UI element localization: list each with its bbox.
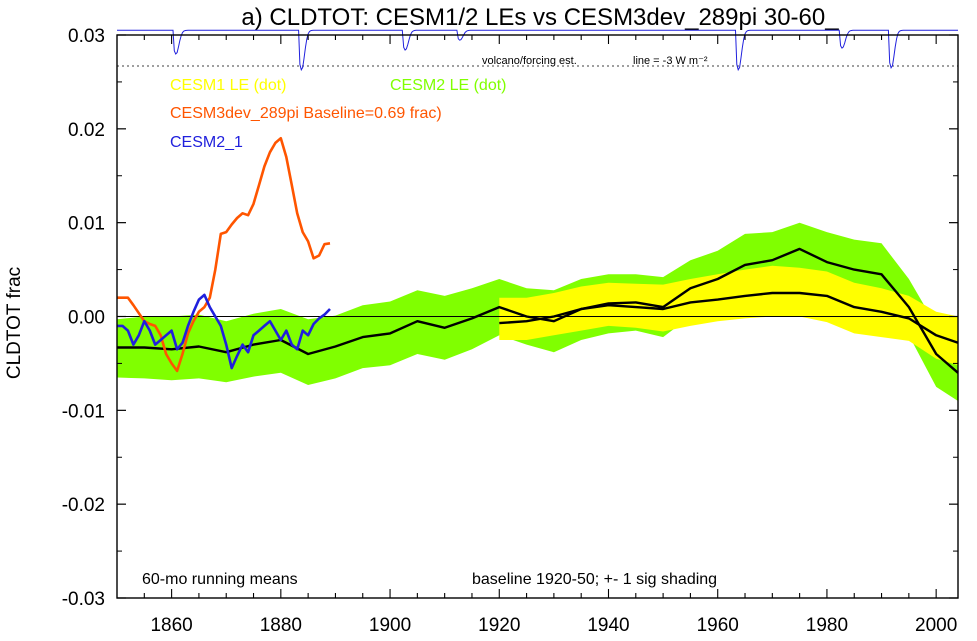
volcano-label: volcano/forcing est. [482, 55, 577, 67]
x-tick-label: 1860 [150, 615, 192, 636]
volcano-forcing-line [117, 29, 958, 72]
volcano-panel [117, 29, 958, 72]
x-tick-label: 1920 [478, 615, 520, 636]
volcano-line-note: line = -3 W m⁻² [633, 55, 708, 67]
note-running-means: 60-mo running means [142, 571, 298, 588]
x-tick-label: 1960 [697, 615, 739, 636]
x-tick-label: 1880 [260, 615, 302, 636]
uncertainty-bands [117, 222, 958, 401]
x-tick-label: 1980 [806, 615, 848, 636]
y-tick-label: 0.02 [68, 120, 105, 141]
legend-cesm1-le: CESM1 LE (dot) [170, 77, 286, 94]
legend-cesm2-le: CESM2 LE (dot) [390, 77, 506, 94]
mean-line-cesm1-le-dot [499, 291, 959, 344]
y-tick-label: 0.01 [68, 214, 105, 235]
band-cesm1-le-dot [499, 265, 958, 366]
x-tick-label: 2000 [915, 615, 957, 636]
legend-cesm3dev: CESM3dev_289pi Baseline=0.69 frac) [170, 105, 442, 122]
chart-title: a) CLDTOT: CESM1/2 LEs vs CESM3dev_289pi… [241, 4, 839, 31]
axis-ticks: -0.03 -0.02 -0.01 0.00 0.01 0.02 0.03 1860 1880 1… [62, 26, 958, 636]
y-tick-label: 0.00 [68, 308, 105, 329]
series-line-cesm2-1 [117, 293, 331, 370]
x-tick-label: 1940 [587, 615, 629, 636]
x-tick-label: 1900 [369, 615, 411, 636]
series-lines [117, 136, 959, 374]
y-axis-label: CLDTOT frac [4, 267, 25, 379]
y-tick-label: 0.03 [68, 26, 105, 47]
y-tick-label: -0.02 [62, 495, 105, 516]
y-tick-label: -0.01 [62, 401, 105, 422]
note-baseline: baseline 1920-50; +- 1 sig shading [472, 571, 717, 588]
legend-cesm2-1: CESM2_1 [170, 134, 243, 151]
y-tick-label: -0.03 [62, 589, 105, 610]
